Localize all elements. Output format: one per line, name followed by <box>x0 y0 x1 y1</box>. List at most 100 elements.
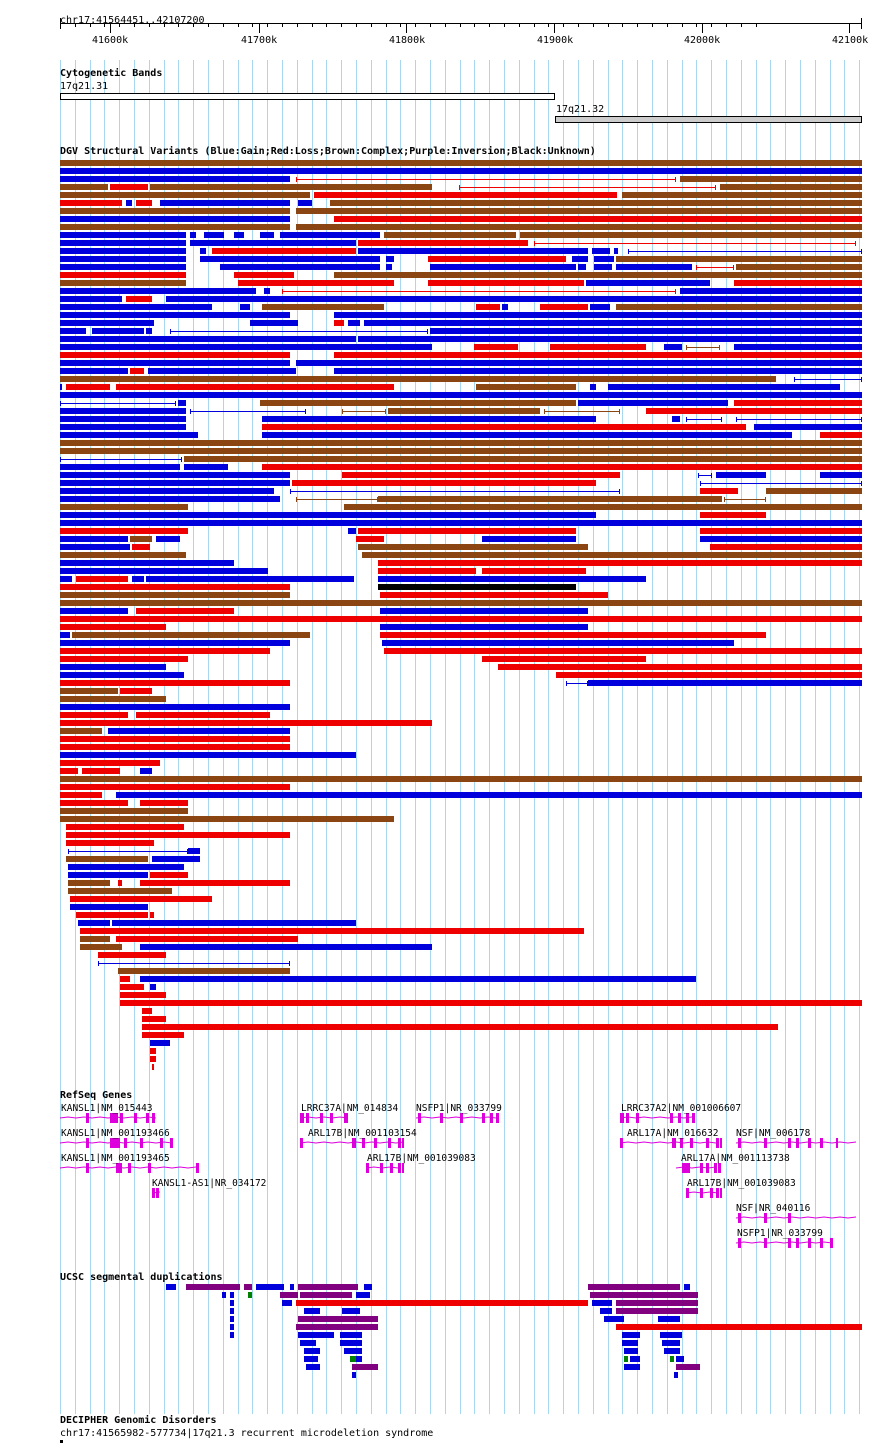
structural-variant <box>572 256 588 262</box>
gene-exon <box>398 1163 401 1173</box>
cytoband-label[interactable]: 17q21.32 <box>556 104 605 115</box>
gene-exon <box>788 1238 791 1248</box>
segdup-track-title[interactable]: UCSC segmental duplications <box>60 1272 223 1283</box>
cytoband-17q21-32 <box>555 116 862 123</box>
structural-variant <box>60 680 290 686</box>
structural-variant <box>60 200 122 206</box>
structural-variant <box>188 848 200 854</box>
gene-label[interactable]: NSF|NR_040116 <box>736 1203 811 1214</box>
position-readout: chr17:41564451..42107200 <box>60 15 205 26</box>
gene-exon <box>686 1113 689 1123</box>
gene-label[interactable]: NSFP1|NR_033799 <box>737 1228 823 1239</box>
gene-label[interactable]: ARL17B|NM_001039083 <box>687 1178 796 1189</box>
segmental-duplication <box>304 1308 320 1314</box>
structural-variant <box>178 400 186 406</box>
gene-exon <box>738 1238 741 1248</box>
segmental-duplication <box>600 1308 612 1314</box>
structural-variant <box>280 232 380 238</box>
gene-label[interactable]: ARL17B|NM_001103154 <box>308 1128 417 1139</box>
segmental-duplication <box>674 1372 678 1378</box>
structural-variant <box>68 864 184 870</box>
structural-variant <box>140 944 432 950</box>
gene-label[interactable]: ARL17A|NM_001113738 <box>681 1153 790 1164</box>
structural-variant <box>110 184 148 190</box>
segmental-duplication <box>298 1284 358 1290</box>
gene-exon <box>86 1163 89 1173</box>
gene-label[interactable]: LRRC37A2|NM_001006607 <box>621 1103 742 1114</box>
structural-variant <box>334 272 862 278</box>
segmental-duplication <box>356 1356 362 1362</box>
structural-variant <box>344 504 862 510</box>
cytoband-label[interactable]: 17q21.31 <box>60 81 109 92</box>
segmental-duplication <box>670 1356 674 1362</box>
cytoband-track-title[interactable]: Cytogenetic Bands <box>60 68 163 79</box>
structural-variant <box>60 512 596 518</box>
structural-variant <box>220 264 380 270</box>
ruler-tick-label: 41700k <box>241 35 278 46</box>
structural-variant <box>260 400 576 406</box>
segmental-duplication <box>592 1300 612 1306</box>
structural-variant <box>378 584 576 590</box>
structural-variant <box>60 208 290 214</box>
dgv-track-title[interactable]: DGV Structural Variants (Blue:Gain;Red:L… <box>60 146 596 157</box>
structural-variant <box>60 432 198 438</box>
gene-intron <box>619 1141 717 1144</box>
structural-variant <box>70 896 212 902</box>
structural-variant <box>586 280 710 286</box>
segmental-duplication <box>352 1372 356 1378</box>
gene-label[interactable]: NSF|NM_006178 <box>736 1128 811 1139</box>
gene-label[interactable]: ARL17B|NM_001039083 <box>367 1153 476 1164</box>
structural-variant <box>240 304 250 310</box>
gene-exon <box>836 1138 838 1148</box>
structural-variant <box>342 472 620 478</box>
structural-variant <box>356 536 384 542</box>
structural-variant <box>672 416 680 422</box>
structural-variant <box>60 752 356 758</box>
gene-exon <box>152 1188 155 1198</box>
gene-exon <box>670 1113 673 1123</box>
ruler-tick-label: 41900k <box>537 35 574 46</box>
segmental-duplication <box>230 1316 234 1322</box>
structural-variant <box>358 544 588 550</box>
structural-variant <box>60 712 128 718</box>
gene-exon <box>692 1113 695 1123</box>
structural-variant <box>190 232 196 238</box>
structural-variant <box>502 304 508 310</box>
structural-variant <box>710 544 862 550</box>
gene-exon <box>460 1113 463 1123</box>
structural-variant <box>578 264 586 270</box>
structural-variant <box>592 248 610 254</box>
gene-exon <box>146 1113 149 1123</box>
gene-exon <box>306 1113 309 1123</box>
decipher-track-title[interactable]: DECIPHER Genomic Disorders <box>60 1415 217 1426</box>
structural-variant <box>820 432 862 438</box>
structural-variant <box>66 840 154 846</box>
gene-label[interactable]: KANSL1|NM_001193466 <box>61 1128 170 1139</box>
gene-label[interactable]: KANSL1-AS1|NR_034172 <box>152 1178 267 1189</box>
gene-label[interactable]: ARL17A|NM_016632 <box>627 1128 719 1139</box>
structural-variant <box>68 880 110 886</box>
structural-variant <box>142 1024 778 1030</box>
structural-variant <box>156 536 180 542</box>
structural-variant <box>60 600 862 606</box>
structural-variant <box>680 288 862 294</box>
segmental-duplication <box>280 1292 298 1298</box>
structural-variant <box>60 272 186 278</box>
gene-label[interactable]: LRRC37A|NM_014834 <box>301 1103 399 1114</box>
structural-variant <box>60 736 290 742</box>
segmental-duplication <box>622 1340 638 1346</box>
structural-variant <box>60 240 186 246</box>
decipher-entry-label[interactable]: chr17:41565982-577734|17q21.3 recurrent … <box>60 1428 434 1439</box>
gene-exon <box>120 1113 123 1123</box>
gene-exon <box>134 1113 137 1123</box>
structural-variant <box>152 856 200 862</box>
gene-exon <box>320 1113 323 1123</box>
structural-variant <box>60 256 186 262</box>
gene-label[interactable]: KANSL1|NM_001193465 <box>61 1153 170 1164</box>
segmental-duplication <box>660 1332 682 1338</box>
gene-label[interactable]: NSFP1|NR_033799 <box>416 1103 502 1114</box>
gene-label[interactable]: KANSL1|NM_015443 <box>61 1103 153 1114</box>
structural-variant <box>126 296 152 302</box>
structural-variant <box>60 176 290 182</box>
refseq-track-title[interactable]: RefSeq Genes <box>60 1090 133 1101</box>
